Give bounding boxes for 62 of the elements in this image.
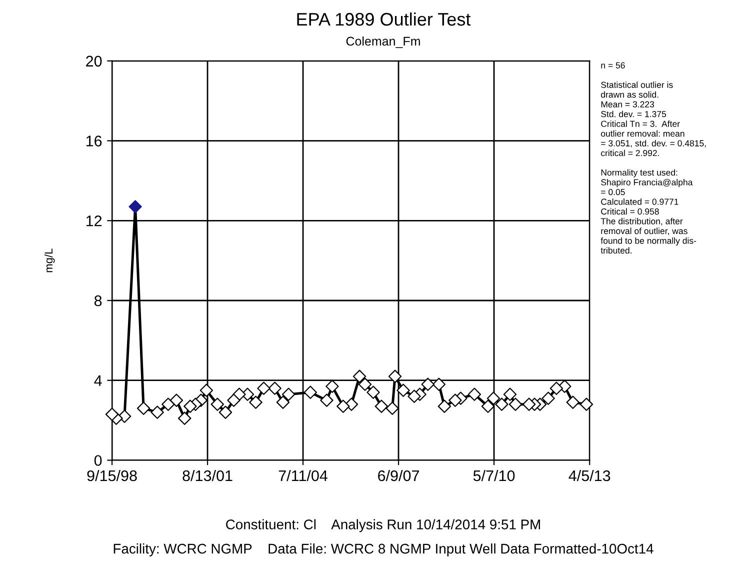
point	[421, 378, 434, 391]
point	[170, 394, 184, 407]
point	[227, 394, 240, 407]
point	[448, 394, 462, 407]
point	[358, 378, 372, 391]
point	[486, 392, 500, 405]
point	[438, 400, 452, 413]
point	[150, 406, 164, 419]
y-tick-label: 16	[86, 136, 102, 146]
point	[396, 384, 410, 397]
y-axis-title: mg/L	[44, 248, 55, 272]
point	[481, 400, 495, 413]
y-tick-label: 12	[86, 216, 102, 226]
x-tick-label: 5/7/10	[473, 470, 515, 482]
point	[432, 378, 446, 391]
point	[336, 400, 350, 413]
point	[388, 370, 402, 383]
point	[374, 400, 388, 413]
x-tick-label: 7/11/04	[278, 470, 328, 482]
point	[257, 382, 270, 395]
text: Constituent: Cl Analysis Run 10/14/2014 9:51 PM	[226, 519, 540, 532]
point	[468, 388, 482, 401]
point	[276, 396, 290, 409]
x-tick-label: 9/15/98	[87, 470, 137, 482]
point	[503, 388, 517, 401]
point	[184, 400, 197, 413]
point	[320, 394, 334, 407]
point	[249, 396, 262, 409]
x-tick-label: 4/5/13	[568, 470, 610, 482]
chart-title: EPA 1989 Outlier Test	[297, 12, 471, 26]
x-tick-label: 6/9/07	[378, 470, 419, 482]
point	[200, 384, 214, 397]
point	[105, 408, 119, 421]
y-tick-label: 0	[94, 455, 102, 466]
point	[366, 386, 380, 399]
point	[522, 398, 536, 411]
point	[304, 386, 317, 399]
point	[268, 382, 282, 395]
point	[178, 412, 192, 425]
point	[326, 380, 339, 393]
point	[566, 396, 580, 409]
point	[495, 398, 508, 411]
point	[136, 402, 150, 415]
chart-subtitle: Coleman_Fm	[346, 36, 420, 48]
point	[218, 406, 232, 419]
point	[550, 382, 564, 395]
point	[386, 402, 399, 415]
point	[162, 398, 175, 411]
point	[282, 388, 296, 401]
text: Facility: WCRC NGMP Data File: WCRC 8 NGMP Input Well Data Formatted-10Oct14	[114, 543, 654, 556]
y-tick-label: 20	[86, 56, 102, 67]
point	[408, 390, 421, 403]
point	[352, 370, 366, 383]
point	[508, 398, 522, 411]
y-tick-label: 4	[94, 375, 102, 386]
text: n = 56 Statistical outlier is drawn as solid. Mean = 3.223 Std. dev. = 1.375 Critical Tn = 3. After outlier removal: mean = 3.051, std. dev. = 0.4815, critical = 2.992. Normality test used: Shapiro Francia@alpha = 0.05 Calculated = 0.9771 Critical = 0.958 The distribution, after removal of outlier, was found to be normally dis- tributed.	[600, 62, 706, 254]
x-tick-label: 8/13/01	[182, 470, 232, 482]
point	[542, 392, 555, 405]
y-tick-label: 8	[94, 295, 102, 306]
point	[580, 398, 594, 411]
point	[210, 398, 224, 411]
point	[128, 200, 142, 214]
